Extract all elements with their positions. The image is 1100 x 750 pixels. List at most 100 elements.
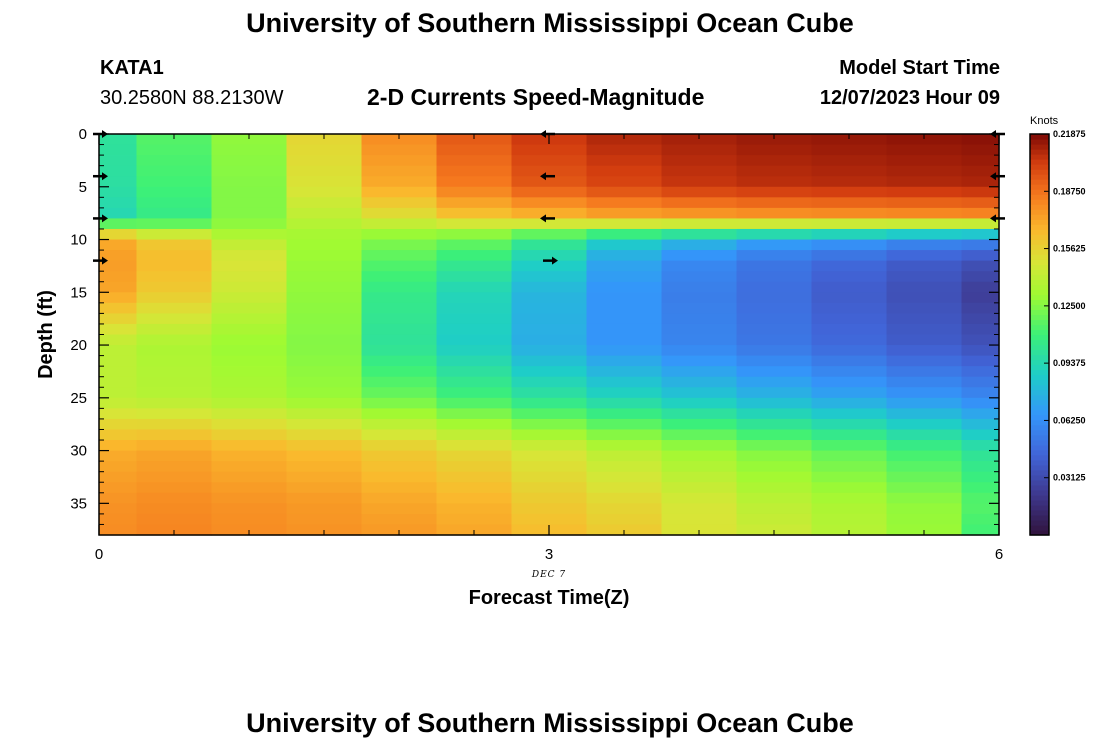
y-tick-label: 35 bbox=[70, 495, 87, 512]
heatmap-cell bbox=[886, 302, 963, 314]
heatmap-cell bbox=[436, 165, 513, 177]
colorbar-segment bbox=[1030, 499, 1049, 506]
heatmap-cell bbox=[211, 355, 288, 367]
colorbar-tick-label: 0.21875 bbox=[1053, 129, 1086, 139]
heatmap-cell bbox=[361, 345, 438, 357]
heatmap-cell bbox=[661, 134, 738, 146]
heatmap-cell bbox=[586, 165, 663, 177]
date-label: DEC 7 bbox=[531, 570, 566, 580]
heatmap-cell bbox=[511, 176, 588, 188]
heatmap-cell bbox=[99, 440, 138, 452]
heatmap-cell bbox=[286, 313, 363, 325]
colorbar-segment bbox=[1030, 489, 1049, 496]
heatmap-cell bbox=[211, 345, 288, 357]
heatmap-cell bbox=[811, 155, 888, 167]
heatmap-cell bbox=[586, 228, 663, 241]
colorbar-segment bbox=[1030, 224, 1049, 230]
heatmap-cell bbox=[436, 482, 513, 494]
heatmap-cell bbox=[211, 334, 288, 346]
heatmap-cell bbox=[736, 418, 813, 431]
heatmap-cell bbox=[886, 260, 963, 272]
heatmap-cell bbox=[436, 429, 513, 441]
heatmap-cell bbox=[511, 250, 588, 262]
heatmap-cell bbox=[361, 313, 438, 325]
heatmap-cell bbox=[211, 165, 288, 177]
heatmap-cell bbox=[811, 450, 888, 462]
heatmap-cell bbox=[436, 176, 513, 188]
heatmap-cell bbox=[586, 334, 663, 346]
heatmap-cell bbox=[586, 197, 663, 209]
heatmap-cell bbox=[136, 471, 213, 483]
heatmap-cell bbox=[661, 281, 738, 293]
y-tick-label: 20 bbox=[70, 337, 87, 354]
colorbar-segment bbox=[1030, 314, 1049, 321]
heatmap-cell bbox=[361, 440, 438, 452]
heatmap-cell bbox=[886, 461, 963, 473]
heatmap-cell bbox=[436, 228, 513, 241]
heatmap-cell bbox=[961, 144, 1000, 156]
colorbar-segment bbox=[1030, 434, 1049, 441]
colorbar-segment bbox=[1030, 204, 1049, 210]
heatmap-cell bbox=[661, 408, 738, 420]
heatmap-cell bbox=[586, 418, 663, 431]
colorbar-segment bbox=[1030, 509, 1049, 516]
heatmap-cell bbox=[361, 387, 438, 399]
heatmap-cell bbox=[586, 260, 663, 272]
heatmap-cell bbox=[736, 429, 813, 441]
heatmap-cell bbox=[736, 376, 813, 388]
heatmap-cell bbox=[511, 503, 588, 515]
heatmap-cell bbox=[211, 376, 288, 388]
heatmap-cell bbox=[961, 197, 1000, 209]
heatmap-cell bbox=[811, 461, 888, 473]
colorbar-segment bbox=[1030, 234, 1049, 240]
colorbar-segment bbox=[1030, 244, 1049, 250]
colorbar-segment bbox=[1030, 404, 1049, 411]
heatmap-cell bbox=[286, 461, 363, 473]
vector-head bbox=[102, 214, 108, 223]
heatmap-cell bbox=[286, 323, 363, 336]
heatmap-cell bbox=[811, 323, 888, 336]
heatmap-cell bbox=[99, 376, 138, 388]
heatmap-cell bbox=[661, 302, 738, 314]
heatmap-cell bbox=[811, 492, 888, 504]
heatmap-cell bbox=[811, 345, 888, 357]
heatmap-cell bbox=[99, 387, 138, 399]
heatmap-cell bbox=[136, 408, 213, 420]
heatmap-cell bbox=[286, 418, 363, 431]
heatmap-cell bbox=[811, 482, 888, 494]
heatmap-cell bbox=[211, 292, 288, 304]
heatmap-cell bbox=[886, 376, 963, 388]
heatmap-cell bbox=[99, 313, 138, 325]
heatmap-cell bbox=[736, 271, 813, 283]
colorbar-segment bbox=[1030, 429, 1049, 436]
colorbar-segment bbox=[1030, 364, 1049, 371]
heatmap-cell bbox=[661, 440, 738, 452]
current-vector-arrow bbox=[543, 256, 558, 265]
heatmap-cell bbox=[961, 250, 1000, 262]
colorbar-segment bbox=[1030, 529, 1049, 536]
heatmap-cell bbox=[886, 513, 963, 526]
heatmap-cell bbox=[211, 429, 288, 441]
heatmap-cell bbox=[436, 250, 513, 262]
heatmap-cell bbox=[511, 197, 588, 209]
heatmap-cell bbox=[286, 176, 363, 188]
heatmap-cell bbox=[736, 366, 813, 378]
heatmap-cell bbox=[99, 186, 138, 198]
heatmap-cell bbox=[361, 165, 438, 177]
heatmap-cell bbox=[736, 408, 813, 420]
colorbar-segment bbox=[1030, 374, 1049, 381]
heatmap-cell bbox=[136, 228, 213, 241]
heatmap-cell bbox=[286, 492, 363, 504]
heatmap-cell bbox=[811, 387, 888, 399]
colorbar-tick-label: 0.06250 bbox=[1053, 415, 1086, 425]
heatmap-cell bbox=[886, 281, 963, 293]
colorbar-segment bbox=[1030, 494, 1049, 501]
heatmap-cell bbox=[436, 461, 513, 473]
heatmap-cell bbox=[586, 376, 663, 388]
heatmap-cell bbox=[886, 355, 963, 367]
heatmap-cell bbox=[586, 450, 663, 462]
heatmap-cell bbox=[886, 239, 963, 251]
heatmap-cell bbox=[99, 408, 138, 420]
